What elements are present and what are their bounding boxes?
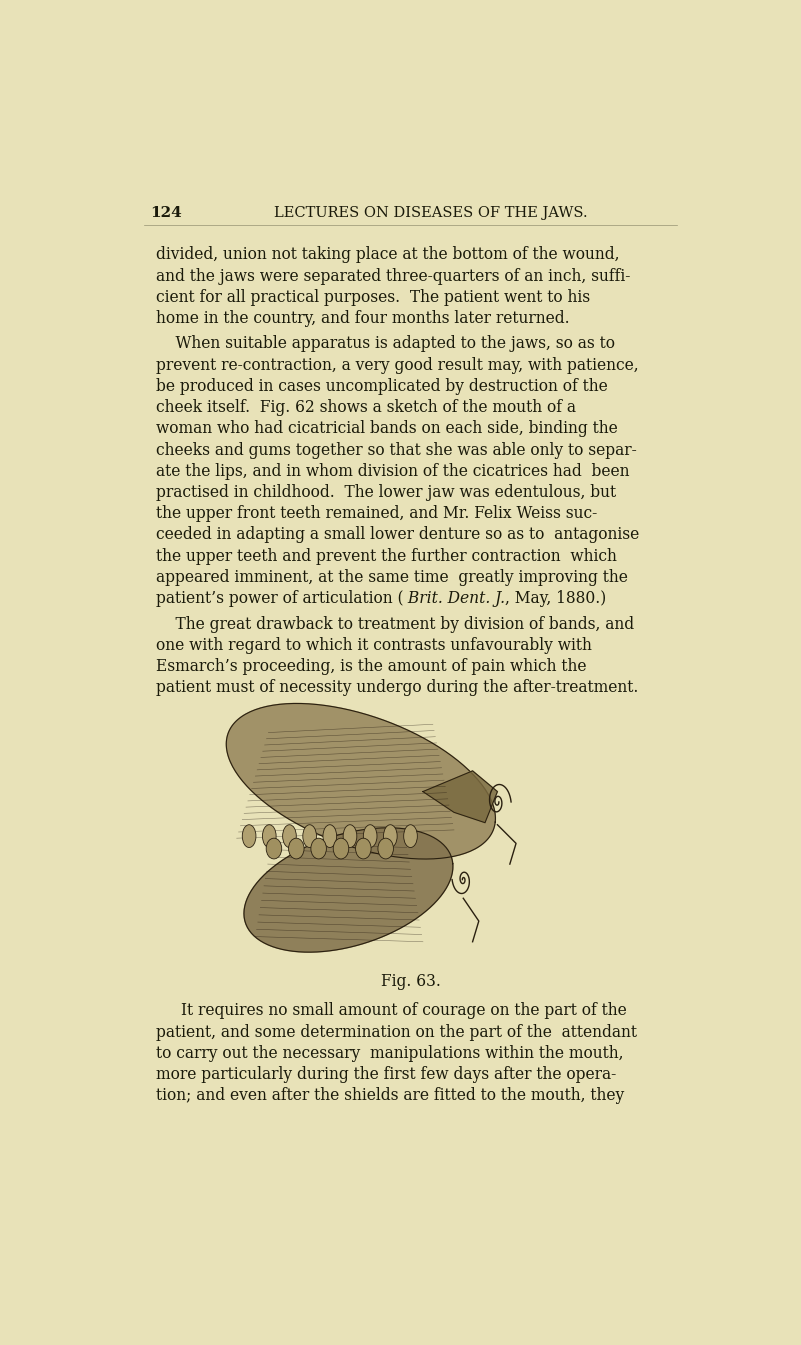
Ellipse shape	[263, 824, 276, 847]
Text: When suitable apparatus is adapted to the jaws, so as to: When suitable apparatus is adapted to th…	[156, 335, 615, 352]
Ellipse shape	[266, 838, 282, 859]
Text: ate the lips, and in whom division of the cicatrices had  been: ate the lips, and in whom division of th…	[156, 463, 630, 480]
Text: Brit. Dent. J.: Brit. Dent. J.	[404, 590, 505, 607]
Ellipse shape	[343, 824, 356, 847]
Text: practised in childhood.  The lower jaw was edentulous, but: practised in childhood. The lower jaw wa…	[156, 484, 616, 500]
Text: the upper front teeth remained, and Mr. Felix Weiss suc-: the upper front teeth remained, and Mr. …	[156, 506, 598, 522]
Text: divided, union not taking place at the bottom of the wound,: divided, union not taking place at the b…	[156, 246, 619, 264]
Text: It requires no small amount of courage on the part of the: It requires no small amount of courage o…	[181, 1002, 626, 1020]
Text: cient for all practical purposes.  The patient went to his: cient for all practical purposes. The pa…	[156, 289, 590, 305]
Ellipse shape	[311, 838, 326, 859]
Text: patient must of necessity undergo during the after-treatment.: patient must of necessity undergo during…	[156, 679, 638, 697]
Text: ceeded in adapting a small lower denture so as to  antagonise: ceeded in adapting a small lower denture…	[156, 526, 639, 543]
Text: LECTURES ON DISEASES OF THE JAWS.: LECTURES ON DISEASES OF THE JAWS.	[274, 206, 588, 221]
Polygon shape	[227, 703, 495, 859]
Text: more particularly during the first few days after the opera-: more particularly during the first few d…	[156, 1067, 616, 1083]
Text: to carry out the necessary  manipulations within the mouth,: to carry out the necessary manipulations…	[156, 1045, 623, 1061]
Text: prevent re-contraction, a very good result may, with patience,: prevent re-contraction, a very good resu…	[156, 356, 638, 374]
Ellipse shape	[384, 824, 397, 847]
Text: cheeks and gums together so that she was able only to separ-: cheeks and gums together so that she was…	[156, 441, 637, 459]
Text: 124: 124	[150, 206, 182, 221]
Text: one with regard to which it contrasts unfavourably with: one with regard to which it contrasts un…	[156, 636, 592, 654]
Text: be produced in cases uncomplicated by destruction of the: be produced in cases uncomplicated by de…	[156, 378, 608, 395]
Ellipse shape	[288, 838, 304, 859]
Ellipse shape	[356, 838, 371, 859]
Text: The great drawback to treatment by division of bands, and: The great drawback to treatment by divis…	[156, 616, 634, 632]
Text: patient, and some determination on the part of the  attendant: patient, and some determination on the p…	[156, 1024, 637, 1041]
Ellipse shape	[404, 824, 417, 847]
Text: the upper teeth and prevent the further contraction  which: the upper teeth and prevent the further …	[156, 547, 617, 565]
Text: Esmarch’s proceeding, is the amount of pain which the: Esmarch’s proceeding, is the amount of p…	[156, 658, 586, 675]
Ellipse shape	[364, 824, 377, 847]
Text: and the jaws were separated three-quarters of an inch, suffi-: and the jaws were separated three-quarte…	[156, 268, 630, 285]
Text: home in the country, and four months later returned.: home in the country, and four months lat…	[156, 309, 570, 327]
Ellipse shape	[333, 838, 348, 859]
Ellipse shape	[323, 824, 336, 847]
Polygon shape	[423, 771, 497, 823]
Ellipse shape	[303, 824, 316, 847]
Ellipse shape	[242, 824, 256, 847]
Ellipse shape	[378, 838, 393, 859]
Text: Fig. 63.: Fig. 63.	[380, 972, 441, 990]
Text: patient’s power of articulation (: patient’s power of articulation (	[156, 590, 404, 607]
Ellipse shape	[283, 824, 296, 847]
Text: woman who had cicatricial bands on each side, binding the: woman who had cicatricial bands on each …	[156, 420, 618, 437]
Text: cheek itself.  Fig. 62 shows a sketch of the mouth of a: cheek itself. Fig. 62 shows a sketch of …	[156, 399, 576, 416]
Text: , May, 1880.): , May, 1880.)	[505, 590, 606, 607]
Polygon shape	[244, 827, 453, 952]
Text: appeared imminent, at the same time  greatly improving the: appeared imminent, at the same time grea…	[156, 569, 628, 586]
Text: tion; and even after the shields are fitted to the mouth, they: tion; and even after the shields are fit…	[156, 1087, 624, 1104]
